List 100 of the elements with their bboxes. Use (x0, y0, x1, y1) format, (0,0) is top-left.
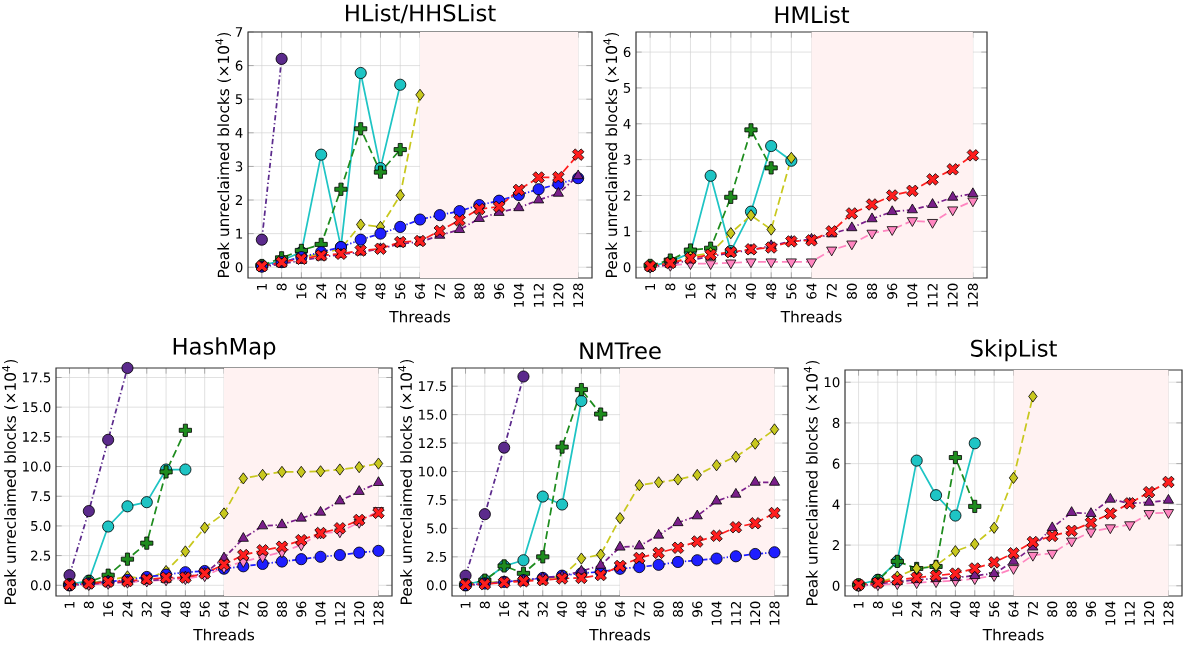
y-tick-label: 12.5 (419, 438, 447, 449)
x-tick-label: 64 (614, 601, 626, 617)
y-tick-label: 1 (624, 226, 631, 237)
x-tick-label: 56 (395, 283, 406, 299)
y-tick-label: 15.0 (23, 402, 51, 413)
y-tick-label: 5.0 (427, 523, 447, 534)
x-tick-label: 88 (276, 601, 287, 617)
x-tick-label: 120 (354, 601, 365, 625)
y-tick-label: 6 (832, 458, 840, 469)
chart-title: NMTree (580, 342, 661, 360)
x-tick-label: 112 (730, 602, 741, 625)
x-tick-label: 48 (375, 283, 386, 300)
x-tick-label: 8 (665, 283, 676, 291)
y-tick-label: 6 (623, 47, 631, 58)
y-tick-label: 15.0 (419, 409, 447, 420)
x-tick-label: 120 (750, 601, 761, 625)
x-tick-label: 88 (1066, 601, 1077, 617)
x-tick-label: 64 (806, 283, 817, 299)
y-axis-title: Peak unreclaimed blocks (×10$^{4}$) (215, 32, 231, 277)
x-tick-label: 104 (315, 601, 326, 625)
y-tick-label: 1 (236, 228, 243, 239)
y-tick-label: 3 (235, 161, 243, 172)
y-tick-label: 10.0 (23, 461, 51, 472)
x-axis-title: Threads (780, 310, 842, 323)
y-tick-label: 5 (623, 82, 631, 93)
x-tick-label: 56 (786, 283, 797, 299)
x-tick-label: 40 (355, 283, 366, 300)
x-tick-label: 64 (218, 601, 230, 617)
y-tick-label: 0.0 (426, 580, 447, 591)
x-tick-label: 1 (853, 601, 864, 608)
x-tick-label: 16 (892, 601, 903, 617)
x-tick-label: 80 (1047, 601, 1058, 617)
x-tick-label: 72 (826, 284, 837, 299)
y-tick-label: 8 (832, 417, 840, 428)
x-tick-label: 120 (553, 283, 564, 307)
chart-title: HMList (775, 5, 850, 24)
x-tick-label: 32 (537, 602, 548, 617)
y-tick-label: 5.0 (31, 520, 51, 531)
x-tick-label: 16 (499, 601, 510, 617)
x-tick-label: 96 (1085, 601, 1097, 617)
y-tick-label: 5 (235, 94, 243, 105)
x-tick-label: 48 (576, 601, 587, 618)
y-tick-label: 2.5 (427, 551, 447, 562)
x-tick-label: 112 (927, 284, 938, 307)
x-tick-label: 64 (414, 283, 426, 299)
x-tick-label: 96 (296, 601, 307, 617)
x-tick-label: 40 (161, 601, 172, 618)
y-tick-label: 0 (623, 262, 631, 273)
x-tick-label: 104 (513, 283, 524, 307)
x-tick-label: 104 (711, 601, 722, 625)
y-tick-label: 10.0 (419, 466, 447, 477)
y-tick-label: 7 (235, 27, 243, 37)
x-tick-label: 80 (653, 601, 664, 617)
x-tick-label: 8 (872, 601, 883, 609)
x-axis-title: Threads (589, 628, 651, 641)
x-tick-label: 1 (460, 601, 471, 608)
x-tick-label: 48 (969, 601, 980, 618)
x-tick-label: 24 (316, 283, 327, 299)
x-tick-label: 56 (595, 601, 606, 617)
x-tick-label: 80 (846, 283, 857, 299)
x-tick-label: 8 (83, 601, 94, 609)
y-axis-title: Peak unreclaimed blocks (×10$^{4}$) (398, 359, 414, 604)
x-tick-label: 32 (930, 602, 942, 617)
x-axis-title: Threads (389, 310, 451, 323)
y-tick-label: 7.5 (31, 491, 51, 502)
x-tick-label: 32 (335, 284, 346, 299)
x-tick-label: 16 (103, 601, 114, 617)
y-tick-label: 4 (832, 499, 840, 510)
x-tick-label: 1 (645, 283, 655, 290)
x-tick-label: 128 (1163, 601, 1174, 625)
x-tick-label: 24 (122, 601, 133, 617)
y-tick-label: 2 (623, 190, 630, 201)
y-tick-label: 4 (235, 127, 243, 138)
y-tick-label: 3 (623, 154, 631, 165)
y-axis-title: Peak unreclaimed blocks (×10$^{4}$) (603, 32, 619, 277)
x-tick-label: 72 (434, 284, 445, 299)
x-tick-label: 112 (334, 602, 345, 625)
x-tick-label: 104 (907, 283, 918, 307)
x-tick-label: 128 (967, 283, 978, 307)
x-tick-label: 120 (947, 283, 958, 307)
y-tick-label: 17.5 (419, 381, 447, 392)
x-tick-label: 80 (257, 601, 268, 617)
x-tick-label: 104 (1105, 601, 1116, 625)
y-tick-label: 7.5 (427, 495, 447, 505)
x-tick-label: 48 (766, 283, 777, 300)
x-tick-label: 112 (1124, 602, 1135, 625)
x-tick-label: 72 (634, 602, 645, 617)
x-tick-label: 16 (296, 283, 307, 299)
y-tick-label: 2.5 (31, 550, 51, 561)
x-tick-label: 88 (672, 601, 683, 617)
x-tick-label: 96 (887, 283, 898, 299)
x-tick-label: 96 (692, 601, 703, 617)
y-tick-label: 0 (235, 262, 243, 273)
y-tick-label: 4 (623, 118, 631, 129)
x-tick-label: 16 (685, 283, 696, 299)
y-tick-label: 2 (832, 540, 839, 551)
chart-title: HList/HHSList (346, 3, 496, 24)
y-tick-label: 17.5 (23, 372, 51, 383)
x-tick-label: 88 (866, 283, 878, 299)
x-tick-label: 72 (238, 602, 249, 617)
